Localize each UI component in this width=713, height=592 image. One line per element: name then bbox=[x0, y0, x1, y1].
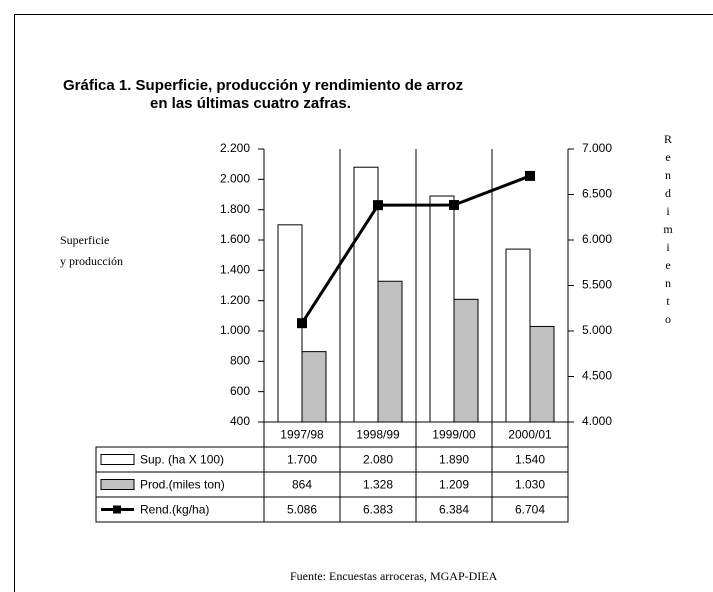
y-tick-label: 2.200 bbox=[220, 141, 250, 155]
bar bbox=[429, 195, 455, 423]
y-tick-label: 400 bbox=[230, 414, 250, 428]
table-cell: 1.209 bbox=[439, 478, 469, 492]
y-tick-label: 1.400 bbox=[220, 263, 250, 277]
y-tick-label: 600 bbox=[230, 384, 250, 398]
legend-label: Rend.(kg/ha) bbox=[140, 503, 209, 517]
line bbox=[300, 174, 531, 324]
y-tick-label: 2.000 bbox=[220, 172, 250, 186]
y-tick-label: 1.800 bbox=[220, 202, 250, 216]
x-tick-label: 1997/98 bbox=[280, 428, 324, 442]
bar bbox=[529, 325, 555, 423]
x-tick-label: 2000/01 bbox=[508, 428, 552, 442]
bar bbox=[277, 224, 303, 423]
table-cell: 6.383 bbox=[363, 503, 393, 517]
y2-tick-label: 5.000 bbox=[582, 323, 612, 337]
legend-label: Sup. (ha X 100) bbox=[140, 453, 224, 467]
y-axis-label: Superficie bbox=[60, 233, 109, 247]
table-cell: 5.086 bbox=[287, 503, 317, 517]
y-tick-label: 1.200 bbox=[220, 293, 250, 307]
marker bbox=[297, 318, 307, 329]
marker bbox=[373, 200, 383, 211]
chart-title: en las últimas cuatro zafras. bbox=[150, 95, 351, 112]
marker bbox=[449, 200, 459, 211]
bar bbox=[301, 351, 327, 423]
y-tick-label: 800 bbox=[230, 354, 250, 368]
table-cell: 6.384 bbox=[439, 503, 469, 517]
x-tick-label: 1999/00 bbox=[432, 428, 476, 442]
y2-tick-label: 6.000 bbox=[582, 232, 612, 246]
y-axis-label: y producción bbox=[60, 254, 123, 268]
y-tick-label: 1.000 bbox=[220, 323, 250, 337]
y2-tick-label: 4.500 bbox=[582, 369, 612, 383]
bar bbox=[453, 298, 479, 423]
y2-tick-label: 7.000 bbox=[582, 141, 612, 155]
table-cell: 6.704 bbox=[515, 503, 545, 517]
source: Fuente: Encuestas arroceras, MGAP-DIEA bbox=[290, 569, 498, 583]
y2-tick-label: 4.000 bbox=[582, 414, 612, 428]
y2-tick-label: 5.500 bbox=[582, 278, 612, 292]
frame bbox=[14, 14, 713, 592]
table-cell: 864 bbox=[292, 478, 312, 492]
y-tick-label: 1.600 bbox=[220, 232, 250, 246]
y2-tick-label: 6.500 bbox=[582, 187, 612, 201]
table-cell: 2.080 bbox=[363, 453, 393, 467]
bar bbox=[377, 280, 403, 423]
legend-swatch bbox=[113, 505, 121, 514]
bar bbox=[505, 248, 531, 423]
table-cell: 1.328 bbox=[363, 478, 393, 492]
legend-label: Prod.(miles ton) bbox=[140, 478, 225, 492]
y2-axis-label: Rendimiento bbox=[661, 132, 675, 330]
marker bbox=[525, 170, 535, 181]
table-cell: 1.700 bbox=[287, 453, 317, 467]
x-tick-label: 1998/99 bbox=[356, 428, 400, 442]
legend-swatch bbox=[100, 479, 135, 490]
legend-swatch bbox=[100, 454, 135, 465]
table-cell: 1.030 bbox=[515, 478, 545, 492]
chart-title: Gráfica 1. Superficie, producción y rend… bbox=[63, 77, 463, 94]
table-cell: 1.540 bbox=[515, 453, 545, 467]
table-cell: 1.890 bbox=[439, 453, 469, 467]
